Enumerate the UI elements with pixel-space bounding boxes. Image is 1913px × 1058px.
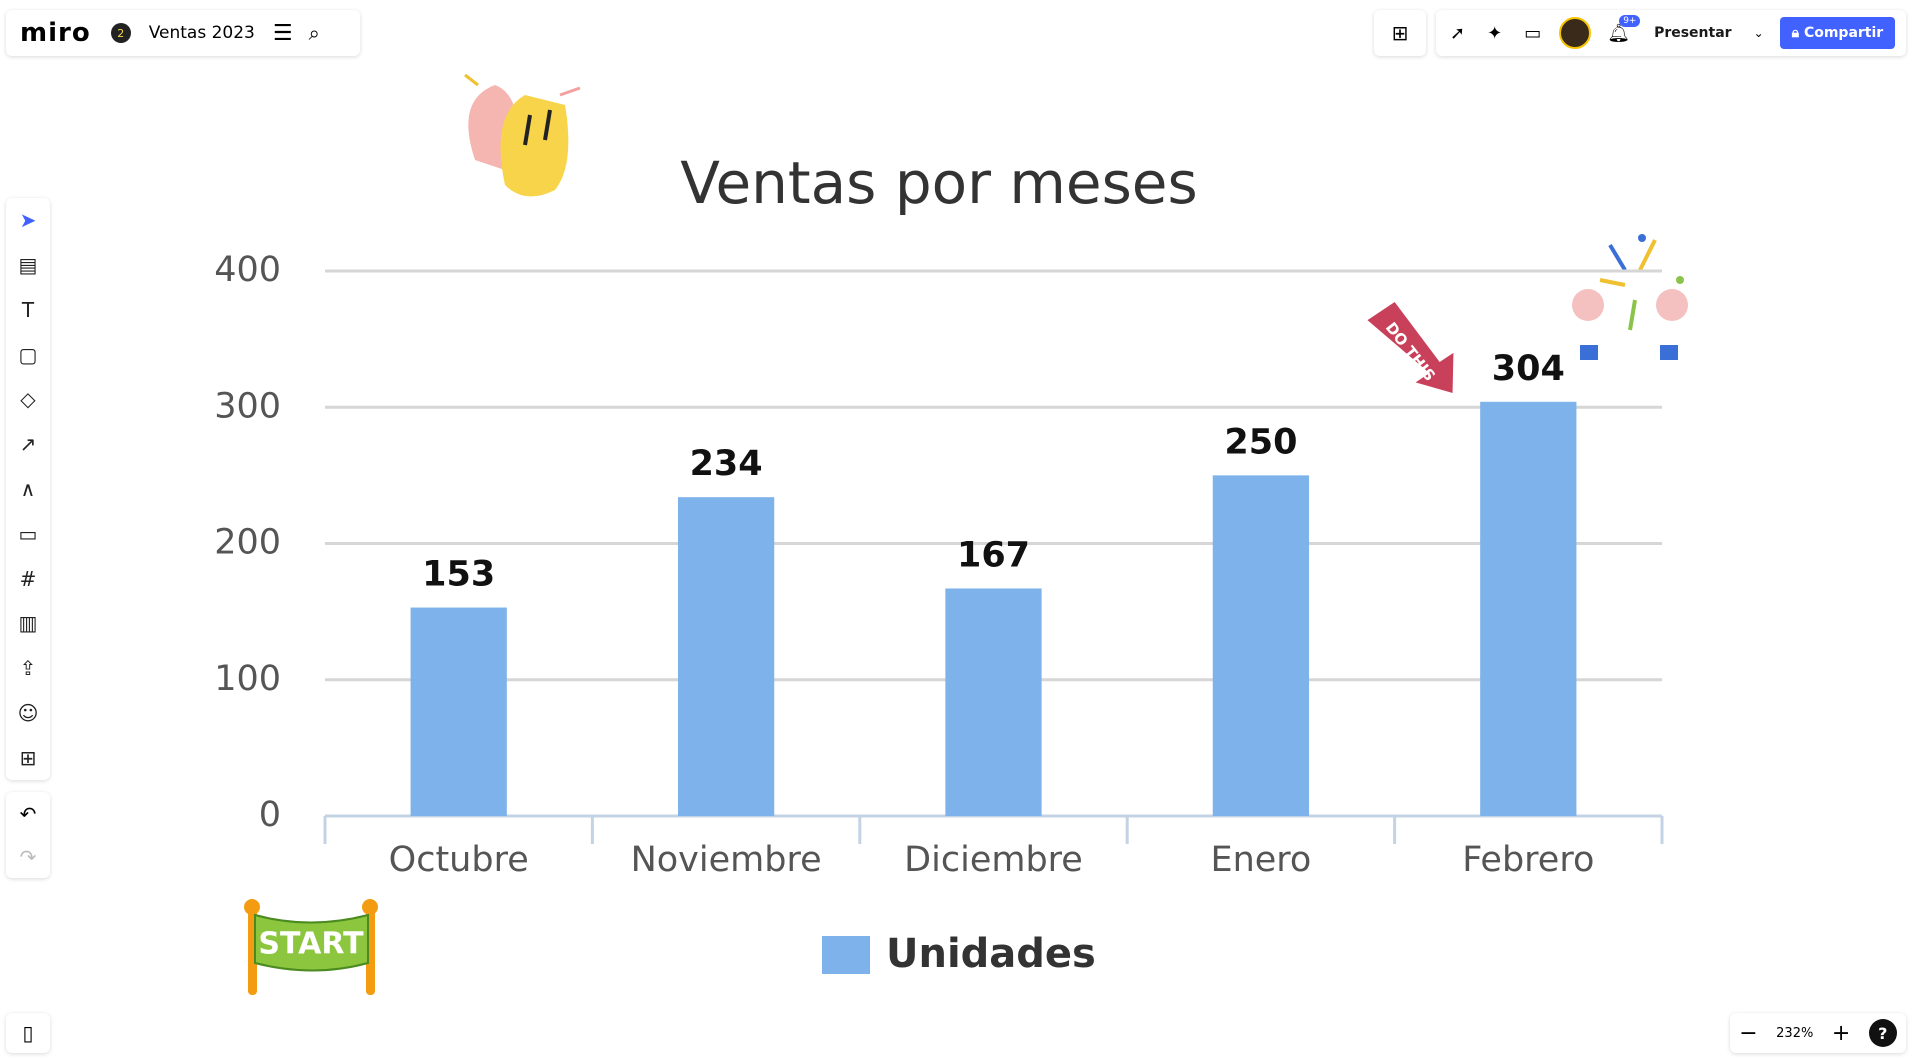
value-label: 250 <box>1224 422 1297 462</box>
search-button[interactable]: ⌕ <box>308 21 320 45</box>
x-tick-label: Febrero <box>1462 840 1594 880</box>
bar <box>410 607 507 816</box>
y-tick-label: 0 <box>259 795 281 835</box>
share-label: Compartir <box>1803 25 1884 41</box>
sticker-text: START <box>258 927 364 962</box>
chart-title: Ventas por meses <box>680 149 1197 217</box>
undo-redo: ↶ ↷ <box>6 792 50 878</box>
zoom-level[interactable]: 232% <box>1776 1025 1814 1041</box>
bar <box>945 588 1042 816</box>
help-button[interactable]: ? <box>1868 1019 1897 1047</box>
comments-button[interactable]: ▭ <box>1524 22 1542 44</box>
panel-toggle[interactable]: ▯ <box>6 1013 50 1053</box>
menu-button[interactable]: ☰ <box>272 20 293 46</box>
shapes-tool[interactable]: ◇ <box>20 387 36 412</box>
undo-button[interactable]: ↶ <box>19 801 37 826</box>
line-tool[interactable]: ↗ <box>19 432 37 457</box>
value-label: 153 <box>422 555 495 595</box>
x-tick-label: Octubre <box>389 840 529 880</box>
select-tool[interactable]: ➤ <box>19 208 37 233</box>
more-tools[interactable]: ⊞ <box>19 745 37 770</box>
sticker-party <box>1572 234 1688 360</box>
top-right-bar: ➚ ✦ ▭ 🔔︎ 9+ Presentar ⌄ 🔒︎ Compartir <box>1436 10 1906 56</box>
notifications-count: 9+ <box>1619 14 1641 27</box>
avatar[interactable] <box>1559 17 1592 49</box>
top-left-bar: miro 2 Ventas 2023 ☰ ⌕ <box>6 10 360 56</box>
logo[interactable]: miro <box>20 18 91 48</box>
reactions-button[interactable]: ✦ <box>1487 22 1503 44</box>
present-button[interactable]: Presentar <box>1654 25 1732 41</box>
upload-tool[interactable]: ⇪ <box>19 656 37 681</box>
bar <box>1480 401 1577 816</box>
sticker-hands <box>464 73 581 197</box>
legend-label: Unidades <box>886 931 1096 977</box>
redo-button[interactable]: ↷ <box>19 844 37 869</box>
sticker-arrow: DO THIS <box>1362 297 1457 397</box>
legend-swatch <box>822 936 870 974</box>
zoom-bar: − 232% + ? <box>1730 1013 1906 1053</box>
x-tick-label: Diciembre <box>904 840 1083 880</box>
zoom-in[interactable]: + <box>1831 1020 1851 1046</box>
sticky-tool[interactable]: ▢ <box>18 342 38 367</box>
text-tool[interactable]: T <box>21 297 35 322</box>
value-label: 304 <box>1492 349 1565 389</box>
x-tick-label: Enero <box>1210 840 1311 880</box>
share-button[interactable]: 🔒︎ Compartir <box>1779 17 1896 49</box>
value-label: 234 <box>690 444 763 484</box>
board-title[interactable]: Ventas 2023 <box>148 23 255 43</box>
templates-tool[interactable]: ▤ <box>18 253 38 278</box>
notifications-button[interactable]: 🔔︎ 9+ <box>1607 14 1641 44</box>
zoom-out[interactable]: − <box>1739 1020 1758 1046</box>
plan-badge: 2 <box>110 23 131 43</box>
cards-tool[interactable]: ▥ <box>18 611 38 636</box>
comment-tool[interactable]: ▭ <box>18 521 38 546</box>
apps-button[interactable]: ⊞ <box>1374 10 1426 56</box>
bar <box>677 497 775 816</box>
bar <box>1212 475 1310 816</box>
y-tick-label: 300 <box>214 386 281 426</box>
pen-tool[interactable]: ∧ <box>20 476 36 501</box>
x-tick-label: Noviembre <box>631 840 822 880</box>
y-tick-label: 200 <box>214 523 281 563</box>
stickers-tool[interactable]: ☺ <box>17 700 39 725</box>
frame-tool[interactable]: # <box>19 566 37 591</box>
y-tick-label: 400 <box>214 250 281 290</box>
left-toolbar: ➤ ▤ T ▢ ◇ ↗ ∧ ▭ # ▥ ⇪ ☺ ⊞ <box>6 198 50 780</box>
value-label: 167 <box>957 535 1030 575</box>
cursor-button[interactable]: ➚ <box>1450 22 1466 44</box>
sticker-start: START <box>244 899 378 995</box>
y-tick-label: 100 <box>214 659 281 699</box>
present-dropdown[interactable]: ⌄ <box>1753 26 1764 40</box>
